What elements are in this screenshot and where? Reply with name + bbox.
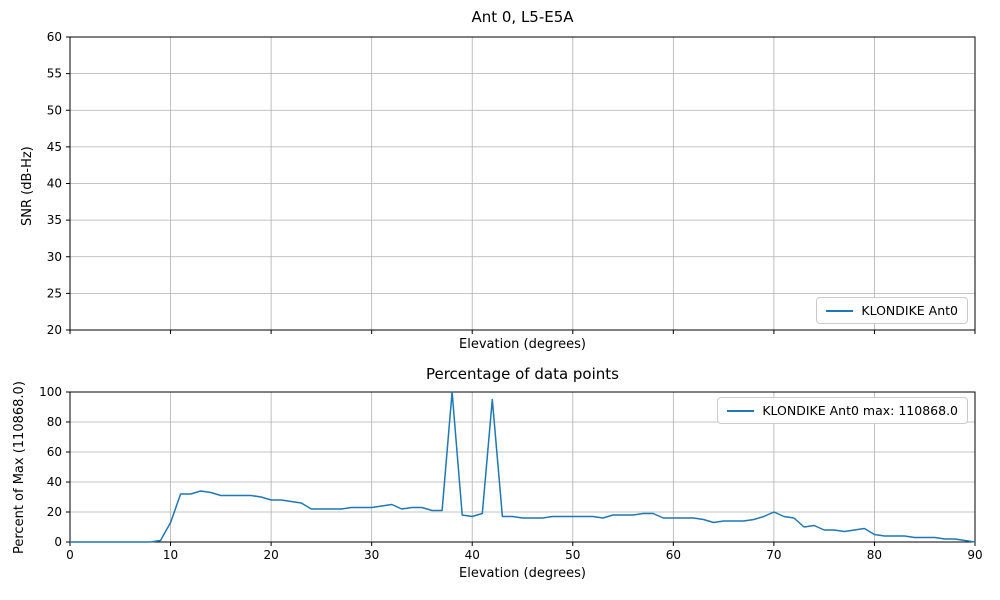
percent-chart: 0 10 20 30 40 50 60 70 80 90 0 20 40 60 80 100 Percenta… bbox=[0, 360, 1000, 600]
x-tick-label: 0 bbox=[66, 548, 74, 562]
legend-label: KLONDIKE Ant0 bbox=[861, 303, 958, 318]
plot-frame bbox=[69, 391, 976, 543]
y-tick-label: 100 bbox=[39, 385, 62, 399]
y-tick-label: 30 bbox=[47, 250, 62, 264]
y-tick-label: 35 bbox=[47, 213, 62, 227]
y-tick-label: 40 bbox=[47, 475, 62, 489]
snr-chart-title: Ant 0, L5-E5A bbox=[471, 8, 574, 26]
y-tick-label: 60 bbox=[47, 445, 62, 459]
x-tick-label: 60 bbox=[666, 548, 681, 562]
legend-line-sample bbox=[727, 409, 755, 412]
x-tick-label: 20 bbox=[263, 548, 278, 562]
y-tick-label: 45 bbox=[47, 140, 62, 154]
snr-legend: KLONDIKE Ant0 bbox=[816, 297, 968, 324]
percent-plot-area: 0 10 20 30 40 50 60 70 80 90 0 20 40 60 80 100 bbox=[39, 385, 983, 562]
x-tick-label: 80 bbox=[867, 548, 882, 562]
snr-y-axis-label: SNR (dB-Hz) bbox=[20, 146, 35, 226]
snr-x-axis-label: Elevation (degrees) bbox=[459, 337, 586, 352]
snr-plot-area: 20 25 30 35 40 45 50 55 60 bbox=[47, 30, 976, 337]
y-tick-label: 20 bbox=[47, 323, 62, 337]
y-tick-label: 0 bbox=[54, 535, 62, 549]
snr-chart: 20 25 30 35 40 45 50 55 60 Ant 0, L5-E5A Elevati… bbox=[20, 8, 976, 352]
x-tick-label: 30 bbox=[364, 548, 379, 562]
x-tick-label: 10 bbox=[163, 548, 178, 562]
y-tick-label: 25 bbox=[47, 286, 62, 300]
legend-line-sample bbox=[826, 309, 854, 312]
y-tick-label: 50 bbox=[47, 103, 62, 117]
y-tick-label: 40 bbox=[47, 177, 62, 191]
percent-y-axis-label: Percent of Max (110868.0) bbox=[12, 381, 27, 554]
y-tick-label: 80 bbox=[47, 415, 62, 429]
x-tick-label: 70 bbox=[766, 548, 781, 562]
percent-x-axis-label: Elevation (degrees) bbox=[459, 566, 586, 581]
y-tick-label: 20 bbox=[47, 505, 62, 519]
percent-chart-title: Percentage of data points bbox=[425, 365, 619, 383]
x-tick-label: 40 bbox=[465, 548, 480, 562]
y-tick-label: 55 bbox=[47, 67, 62, 81]
x-tick-label: 90 bbox=[967, 548, 982, 562]
legend-label: KLONDIKE Ant0 max: 110868.0 bbox=[762, 403, 958, 418]
percent-legend: KLONDIKE Ant0 max: 110868.0 bbox=[717, 397, 968, 424]
y-tick-label: 60 bbox=[47, 30, 62, 44]
x-tick-label: 50 bbox=[565, 548, 580, 562]
series-line bbox=[70, 391, 976, 543]
